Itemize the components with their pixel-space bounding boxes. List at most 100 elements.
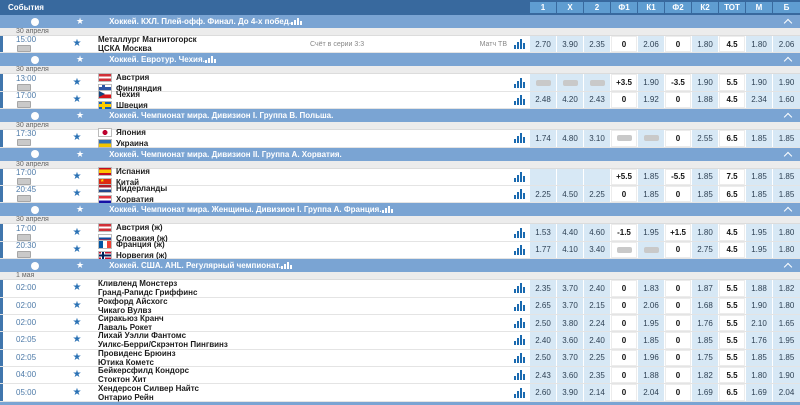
stats-chart-icon[interactable]: [514, 335, 525, 346]
odds-cell[interactable]: 1.69: [692, 384, 718, 401]
odds-cell[interactable]: 0: [665, 384, 691, 401]
odds-cell[interactable]: 1.85: [773, 349, 800, 367]
odds-cell[interactable]: 3.70: [557, 297, 583, 314]
odds-cell[interactable]: 0: [611, 384, 637, 401]
section-header[interactable]: ★ Хоккей. Чемпионат мира. Женщины. Дивизи…: [0, 203, 800, 217]
stats-chart-icon[interactable]: [514, 171, 525, 182]
odds-cell[interactable]: 1.90: [773, 74, 800, 91]
odds-cell[interactable]: 2.35: [584, 36, 610, 53]
odds-cell[interactable]: 3.90: [557, 36, 583, 53]
odds-cell[interactable]: 1.92: [638, 91, 664, 109]
odds-cell[interactable]: 3.70: [557, 280, 583, 297]
odds-cell[interactable]: 3.80: [557, 314, 583, 332]
odds-cell[interactable]: 1.96: [638, 349, 664, 367]
odds-cell[interactable]: 1.85: [638, 332, 664, 349]
collapse-chevron-icon[interactable]: [783, 207, 793, 216]
section-header[interactable]: ★ Хоккей. Евротур. Чехия.: [0, 53, 800, 67]
stats-chart-icon[interactable]: [514, 133, 525, 144]
favorite-star-icon[interactable]: ★: [72, 226, 82, 238]
match-row[interactable]: 17:30 ★ Япония Украина 1.74 4.80 3.10 0 2.55 6.5 1…: [0, 128, 800, 149]
stats-chart-icon[interactable]: [514, 318, 525, 329]
odds-cell[interactable]: 0: [611, 36, 637, 53]
favorite-star-icon[interactable]: ★: [72, 243, 82, 255]
odds-cell[interactable]: 2.06: [638, 297, 664, 314]
stats-chart-icon[interactable]: [514, 94, 525, 105]
odds-cell[interactable]: 1.90: [638, 74, 664, 91]
favorite-star-icon[interactable]: ★: [72, 38, 82, 50]
odds-cell[interactable]: [530, 74, 556, 91]
collapse-chevron-icon[interactable]: [783, 18, 793, 28]
odds-cell[interactable]: 4.5: [719, 224, 745, 241]
odds-cell[interactable]: -5.5: [665, 168, 691, 185]
odds-cell[interactable]: 1.80: [746, 36, 772, 53]
odds-cell[interactable]: [638, 241, 664, 259]
odds-cell[interactable]: 2.43: [584, 91, 610, 109]
odds-cell[interactable]: 1.80: [773, 224, 800, 241]
odds-cell[interactable]: 1.95: [773, 332, 800, 349]
stats-chart-icon[interactable]: [381, 206, 393, 214]
odds-cell[interactable]: 0: [665, 241, 691, 259]
favorite-star-icon[interactable]: ★: [72, 76, 82, 88]
odds-cell[interactable]: [584, 74, 610, 91]
odds-cell[interactable]: 1.69: [746, 384, 772, 401]
odds-cell[interactable]: 0: [611, 367, 637, 384]
odds-cell[interactable]: 0: [611, 297, 637, 314]
favorite-star-icon[interactable]: ★: [72, 282, 82, 294]
odds-cell[interactable]: 2.60: [530, 384, 556, 401]
stats-chart-icon[interactable]: [514, 189, 525, 200]
odds-cell[interactable]: 1.85: [773, 130, 800, 147]
odds-cell[interactable]: 2.04: [773, 384, 800, 401]
odds-cell[interactable]: 4.5: [719, 36, 745, 53]
odds-cell[interactable]: 1.80: [773, 297, 800, 314]
odds-cell[interactable]: 0: [665, 314, 691, 332]
match-row[interactable]: 02:00 ★ Рокфорд Айсхогс Чикаго Вулвз 2.65 3.7…: [0, 297, 800, 315]
odds-cell[interactable]: 1.88: [692, 91, 718, 109]
odds-cell[interactable]: 1.85: [692, 332, 718, 349]
collapse-chevron-icon[interactable]: [783, 112, 793, 122]
favorite-star-icon[interactable]: ★: [76, 110, 85, 121]
odds-cell[interactable]: 3.60: [557, 332, 583, 349]
odds-cell[interactable]: 0: [611, 91, 637, 109]
odds-cell[interactable]: 1.85: [692, 168, 718, 185]
odds-cell[interactable]: 5.5: [719, 280, 745, 297]
odds-cell[interactable]: 2.55: [692, 130, 718, 147]
odds-cell[interactable]: 4.40: [557, 224, 583, 241]
odds-cell[interactable]: 5.5: [719, 74, 745, 91]
odds-cell[interactable]: 4.5: [719, 241, 745, 259]
stats-chart-icon[interactable]: [291, 18, 303, 25]
odds-cell[interactable]: 2.25: [530, 185, 556, 203]
stats-chart-icon[interactable]: [514, 352, 525, 363]
odds-cell[interactable]: 0: [665, 36, 691, 53]
favorite-star-icon[interactable]: ★: [72, 93, 82, 105]
odds-cell[interactable]: 0: [611, 314, 637, 332]
odds-cell[interactable]: 0: [665, 91, 691, 109]
odds-cell[interactable]: 6.5: [719, 185, 745, 203]
odds-cell[interactable]: 0: [665, 185, 691, 203]
odds-cell[interactable]: +1.5: [665, 224, 691, 241]
odds-cell[interactable]: 0: [665, 130, 691, 147]
odds-cell[interactable]: 2.75: [692, 241, 718, 259]
odds-cell[interactable]: 1.85: [773, 168, 800, 185]
odds-cell[interactable]: 5.5: [719, 367, 745, 384]
odds-cell[interactable]: 0: [665, 367, 691, 384]
odds-cell[interactable]: 2.40: [584, 332, 610, 349]
odds-cell[interactable]: [584, 168, 610, 185]
odds-cell[interactable]: 0: [611, 332, 637, 349]
match-row[interactable]: 17:00 ★ Австрия (ж) Словакия (ж) 1.53 4.40 4.6…: [0, 222, 800, 243]
odds-cell[interactable]: 0: [665, 349, 691, 367]
favorite-star-icon[interactable]: ★: [72, 334, 82, 346]
odds-cell[interactable]: +3.5: [611, 74, 637, 91]
favorite-star-icon[interactable]: ★: [72, 132, 82, 144]
stats-chart-icon[interactable]: [514, 227, 525, 238]
odds-cell[interactable]: 4.50: [557, 185, 583, 203]
odds-cell[interactable]: 1.95: [638, 224, 664, 241]
odds-cell[interactable]: 2.43: [530, 367, 556, 384]
odds-cell[interactable]: 1.85: [746, 130, 772, 147]
odds-cell[interactable]: 3.90: [557, 384, 583, 401]
favorite-star-icon[interactable]: ★: [72, 317, 82, 329]
favorite-star-icon[interactable]: ★: [76, 204, 85, 215]
odds-cell[interactable]: 0: [611, 349, 637, 367]
favorite-star-icon[interactable]: ★: [76, 16, 85, 26]
odds-cell[interactable]: 1.95: [746, 241, 772, 259]
odds-cell[interactable]: 0: [665, 297, 691, 314]
